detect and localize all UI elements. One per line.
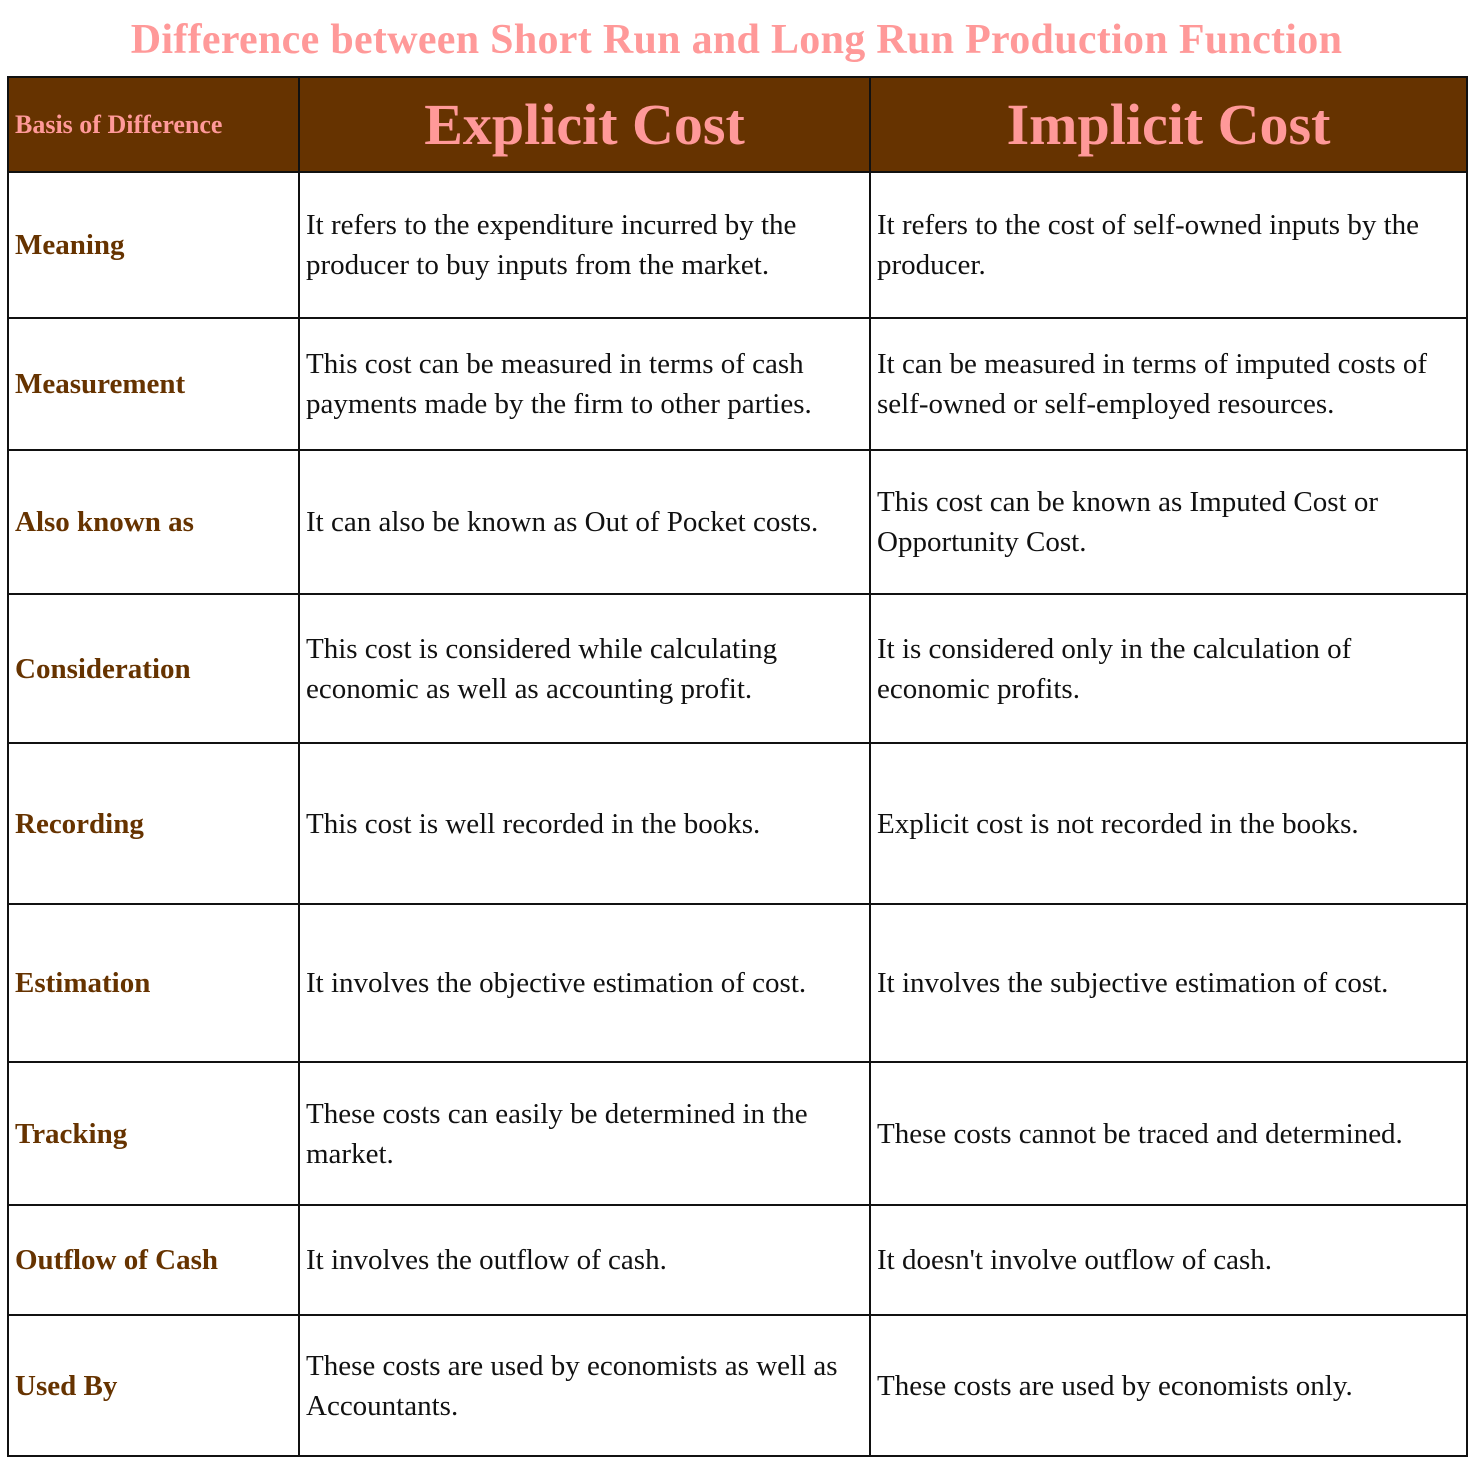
implicit-cost-cell: It refers to the cost of self-owned inpu… xyxy=(869,171,1468,319)
header-row: Basis of Difference Explicit Cost Implic… xyxy=(7,76,1468,173)
row-basis-label: Recording xyxy=(7,742,300,905)
row-basis-label: Also known as xyxy=(7,449,300,595)
table-row: Tracking These costs can easily be determ… xyxy=(7,1061,1468,1206)
table-row: Consideration This cost is considered whi… xyxy=(7,593,1468,744)
page-title: Difference between Short Run and Long Ru… xyxy=(130,17,1343,63)
row-basis-label: Meaning xyxy=(7,171,300,319)
explicit-cost-cell: It can also be known as Out of Pocket co… xyxy=(298,449,871,595)
explicit-cost-cell: It refers to the expenditure incurred by… xyxy=(298,171,871,319)
header-implicit-cost: Implicit Cost xyxy=(869,76,1468,173)
explicit-cost-cell: These costs can easily be determined in … xyxy=(298,1061,871,1206)
row-basis-label: Estimation xyxy=(7,903,300,1063)
table-row: Also known as It can also be known as Out… xyxy=(7,449,1468,595)
implicit-cost-cell: These costs cannot be traced and determi… xyxy=(869,1061,1468,1206)
table-row: Outflow of Cash It involves the outflow o… xyxy=(7,1204,1468,1316)
explicit-cost-cell: This cost is well recorded in the books. xyxy=(298,742,871,905)
header-explicit-cost: Explicit Cost xyxy=(298,76,871,173)
row-basis-label: Measurement xyxy=(7,317,300,451)
implicit-cost-cell: It can be measured in terms of imputed c… xyxy=(869,317,1468,451)
implicit-cost-cell: Explicit cost is not recorded in the boo… xyxy=(869,742,1468,905)
implicit-cost-cell: It is considered only in the calculation… xyxy=(869,593,1468,744)
table-row: Meaning It refers to the expenditure incu… xyxy=(7,171,1468,319)
implicit-cost-cell: It doesn't involve outflow of cash. xyxy=(869,1204,1468,1316)
table-row: Recording This cost is well recorded in t… xyxy=(7,742,1468,905)
explicit-cost-cell: This cost is considered while calculatin… xyxy=(298,593,871,744)
implicit-cost-cell: This cost can be known as Imputed Cost o… xyxy=(869,449,1468,595)
row-basis-label: Used By xyxy=(7,1314,300,1457)
table-row: Estimation It involves the objective esti… xyxy=(7,903,1468,1063)
row-basis-label: Outflow of Cash xyxy=(7,1204,300,1316)
table-row: Measurement This cost can be measured in … xyxy=(7,317,1468,451)
row-basis-label: Consideration xyxy=(7,593,300,744)
implicit-cost-cell: These costs are used by economists only. xyxy=(869,1314,1468,1457)
implicit-cost-cell: It involves the subjective estimation of… xyxy=(869,903,1468,1063)
table-row: Used By These costs are used by economist… xyxy=(7,1314,1468,1457)
explicit-cost-cell: It involves the outflow of cash. xyxy=(298,1204,871,1316)
header-basis: Basis of Difference xyxy=(7,76,300,173)
explicit-cost-cell: It involves the objective estimation of … xyxy=(298,903,871,1063)
comparison-table: Basis of Difference Explicit Cost Implic… xyxy=(7,76,1468,1457)
explicit-cost-cell: These costs are used by economists as we… xyxy=(298,1314,871,1457)
explicit-cost-cell: This cost can be measured in terms of ca… xyxy=(298,317,871,451)
row-basis-label: Tracking xyxy=(7,1061,300,1206)
